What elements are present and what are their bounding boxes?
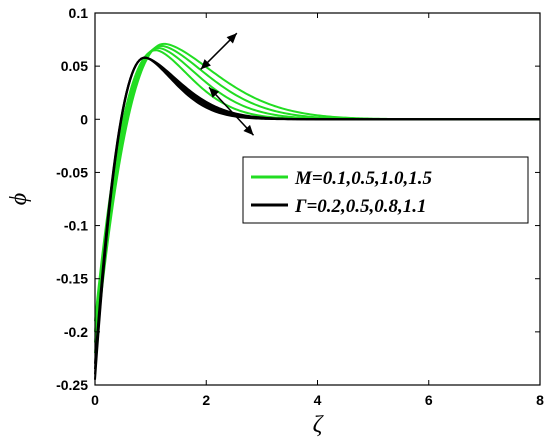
y-tick-label: -0.2 [64, 324, 88, 340]
legend-entry-gamma: Γ=0.2,0.5,0.8,1.1 [294, 196, 427, 217]
x-tick-label: 8 [536, 392, 544, 408]
arrow-head [243, 124, 254, 136]
double-arrow-0 [200, 32, 238, 70]
double-arrow-1 [208, 86, 255, 136]
y-tick-label: -0.15 [56, 271, 88, 287]
y-tick-label: 0.05 [61, 58, 88, 74]
y-tick-label: 0 [80, 111, 88, 127]
axis-ticks: 0 2 4 6 8 0.1 0.05 0 -0.05 -0.1 -0.15 -0.2 -0.25 [56, 5, 544, 408]
x-tick-label: 4 [314, 392, 322, 408]
series-line-7 [94, 56, 540, 364]
y-tick-label: -0.05 [56, 164, 88, 180]
arrow-head [200, 59, 211, 70]
y-axis-label: ϕ [6, 193, 32, 205]
x-tick-label: 6 [425, 392, 433, 408]
arrow-shaft [208, 86, 255, 136]
y-tick-label: -0.25 [56, 377, 88, 393]
y-tick-label: 0.1 [69, 5, 89, 21]
y-tick-label: -0.1 [64, 218, 88, 234]
legend-entry-m: M=0.1,0.5,1.0,1.5 [294, 168, 432, 189]
annotations [200, 32, 255, 136]
curves [94, 42, 540, 380]
x-tick-label: 0 [91, 392, 99, 408]
legend: M=0.1,0.5,1.0,1.5 Γ=0.2,0.5,0.8,1.1 [242, 156, 529, 224]
x-axis-label: ζ [313, 412, 325, 438]
arrow-head [226, 33, 237, 44]
arrow-head [209, 87, 220, 98]
legend-box [242, 156, 529, 224]
x-tick-label: 2 [202, 392, 210, 408]
